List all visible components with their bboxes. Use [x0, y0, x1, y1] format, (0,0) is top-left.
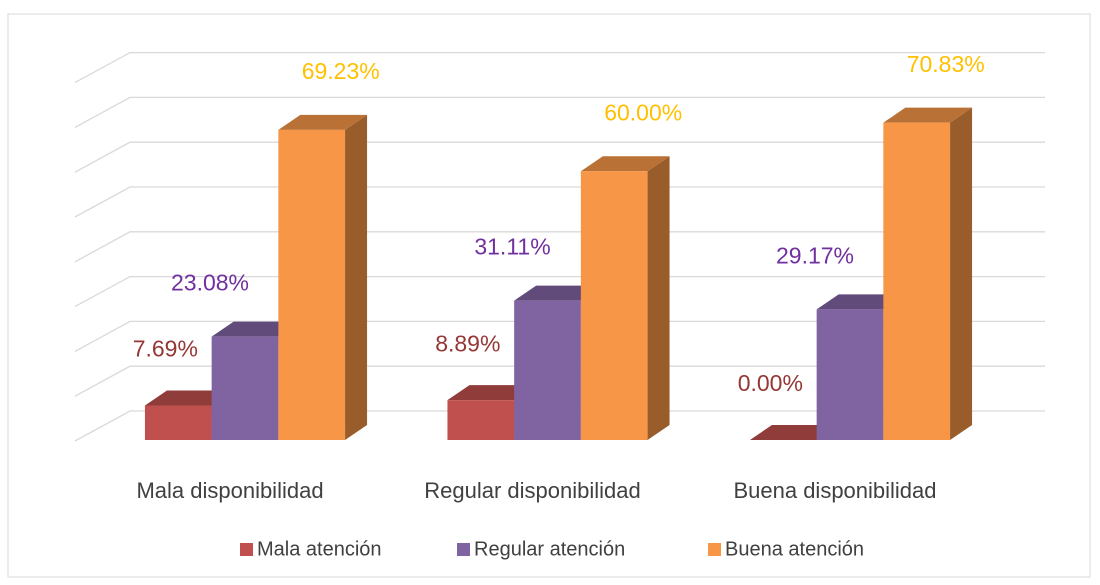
bar-face: [647, 156, 670, 440]
data-label: 70.83%: [907, 51, 985, 77]
bar-face: [580, 171, 648, 440]
grid-line: [74, 51, 1045, 84]
data-label: 0.00%: [738, 370, 803, 396]
bar-face: [514, 285, 603, 301]
bar-face: [144, 390, 234, 406]
bar-face: [883, 122, 951, 440]
legend-label: Mala atención: [257, 538, 382, 560]
bar-face: [278, 114, 368, 130]
grid-line: [74, 320, 1045, 352]
x-tick-label: Regular disponibilidad: [424, 478, 640, 503]
bar: [278, 114, 368, 440]
bar: [883, 107, 973, 440]
bar-face: [580, 156, 670, 172]
x-tick-label: Buena disponibilidad: [733, 478, 936, 503]
legend-swatch: [240, 543, 253, 556]
data-label: 31.11%: [474, 234, 550, 260]
legend-label: Buena atención: [725, 538, 864, 560]
bar-face: [211, 321, 301, 337]
bar-face: [211, 336, 279, 440]
bar-face: [278, 129, 346, 440]
bar-face: [950, 107, 973, 440]
grid-line: [74, 141, 1045, 173]
grid-line: [74, 186, 1045, 218]
bar-face: [447, 400, 515, 440]
data-label: 7.69%: [133, 336, 198, 362]
x-tick-label: Mala disponibilidad: [136, 478, 323, 503]
bar-face: [816, 309, 884, 440]
legend-swatch: [708, 543, 721, 556]
grid-line: [74, 231, 1045, 263]
bar: [580, 156, 670, 440]
bar-face: [447, 385, 537, 401]
bar-face: [144, 405, 212, 440]
bar-face: [883, 107, 973, 123]
data-label: 60.00%: [604, 99, 682, 125]
data-label: 8.89%: [435, 330, 500, 356]
grid-line: [74, 365, 1045, 397]
data-label: 69.23%: [302, 58, 380, 84]
bar-face: [816, 294, 906, 310]
bar: [749, 425, 839, 440]
grid-line: [74, 275, 1045, 308]
data-label: 29.17%: [776, 242, 854, 268]
grid-line: [74, 410, 1045, 442]
data-label: 23.08%: [171, 270, 249, 296]
legend-label: Regular atención: [474, 538, 625, 560]
bar-face: [345, 114, 368, 440]
grid-line: [74, 96, 1045, 128]
bar-face: [514, 300, 581, 440]
bar-face: [749, 425, 839, 440]
legend-swatch: [457, 543, 470, 556]
